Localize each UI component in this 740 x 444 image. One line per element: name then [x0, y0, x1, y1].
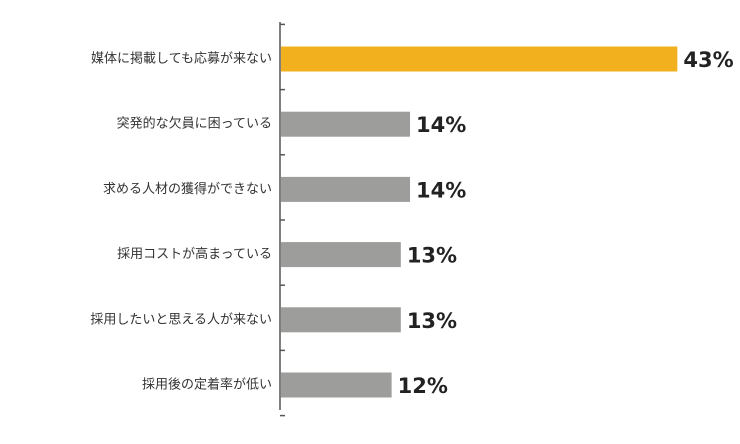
bar-1 [281, 46, 678, 72]
bar-3 [281, 176, 411, 202]
value-label: 12% [398, 374, 448, 398]
value-label: 13% [407, 309, 457, 333]
axis-layer [279, 22, 285, 417]
category-label: 求める人材の獲得ができない [103, 181, 272, 197]
value-label: 14% [416, 178, 466, 202]
category-label: 採用後の定着率が低い [142, 377, 272, 393]
labels-layer: 媒体に掲載しても応募が来ない 43% 突発的な欠員に困っている 14% 求める人材の獲得… [90, 48, 733, 398]
bar-6 [281, 372, 392, 398]
category-label: 突発的な欠員に困っている [117, 116, 272, 132]
bar-5 [281, 307, 401, 333]
bars-layer [281, 46, 678, 398]
category-label: 採用したいと思える人が来ない [90, 312, 272, 327]
category-label: 媒体に掲載しても応募が来ない [91, 51, 272, 67]
bar-4 [281, 242, 401, 268]
category-label: 採用コストが高まっている [117, 246, 272, 262]
bar-2 [281, 111, 411, 137]
value-label: 14% [416, 113, 466, 137]
value-label: 43% [683, 48, 733, 72]
value-label: 13% [407, 244, 457, 268]
